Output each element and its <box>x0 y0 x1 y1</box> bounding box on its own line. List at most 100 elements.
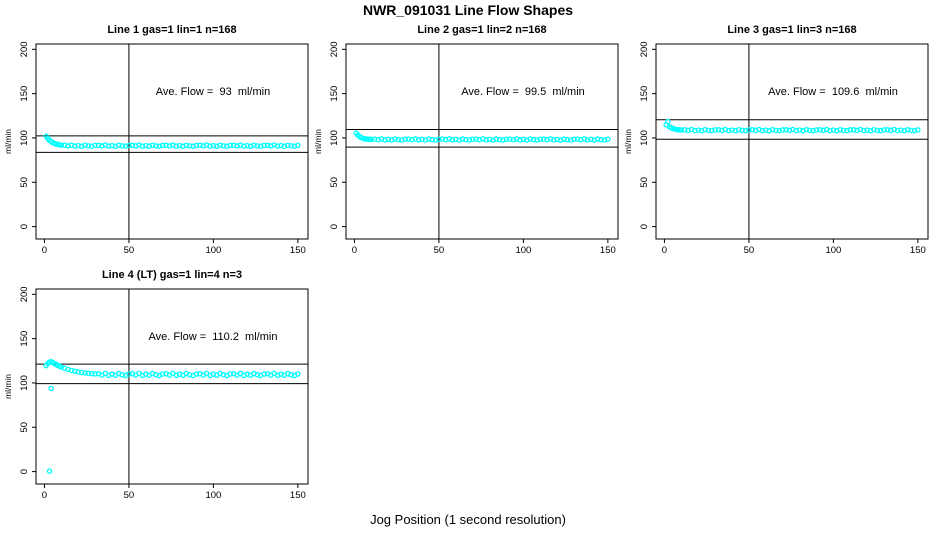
y-tick-label: 50 <box>329 177 340 188</box>
data-point <box>574 136 581 142</box>
data-point <box>702 126 708 133</box>
y-tick-label: 0 <box>19 469 30 474</box>
data-point <box>46 468 53 474</box>
data-point <box>72 368 78 375</box>
data-point <box>759 127 766 134</box>
ave-flow-annotation: Ave. Flow = 99.5 ml/min <box>461 86 585 98</box>
data-point <box>453 136 459 143</box>
data-point <box>466 137 473 143</box>
data-point <box>665 118 671 125</box>
data-point <box>220 143 227 149</box>
x-tick-label: 100 <box>205 245 221 256</box>
data-point <box>810 127 816 134</box>
data-point <box>749 127 756 133</box>
plot-box <box>655 43 929 240</box>
data-point <box>197 142 203 149</box>
data-point <box>368 136 375 143</box>
data-point <box>220 372 227 378</box>
figure-title: NWR_091031 Line Flow Shapes <box>362 2 574 18</box>
data-point <box>75 369 81 375</box>
data-point <box>251 142 257 148</box>
data-point <box>210 142 217 149</box>
data-point <box>554 136 560 143</box>
axes: 0 50 100 150 0 50 100 150 200 ml/min <box>623 41 926 256</box>
data-point <box>736 126 742 133</box>
y-axis-label: ml/min <box>313 129 323 154</box>
data-point <box>254 372 261 378</box>
data-point <box>419 136 425 143</box>
data-point <box>806 127 813 134</box>
data-point <box>75 142 81 149</box>
data-point <box>183 142 190 148</box>
data-point <box>483 137 489 143</box>
data-point <box>911 127 918 134</box>
x-tick-label: 150 <box>290 245 306 256</box>
x-tick-label: 150 <box>600 245 616 256</box>
data-point <box>463 136 469 143</box>
data-point <box>230 142 237 149</box>
data-point <box>830 127 837 133</box>
data-point <box>507 136 513 142</box>
subplot-title: Line 1 gas=1 lin=1 n=168 <box>107 24 237 36</box>
data-point <box>254 143 261 149</box>
data-point <box>692 127 698 134</box>
data-point <box>78 369 85 376</box>
data-point <box>85 143 92 149</box>
data-point <box>894 127 901 134</box>
data-point <box>82 370 88 376</box>
axes: 0 50 100 150 0 50 100 150 200 ml/min <box>3 286 306 501</box>
y-axis-label: ml/min <box>3 129 13 154</box>
data-point <box>116 142 122 148</box>
y-tick-label: 0 <box>329 224 340 229</box>
data-point <box>584 137 591 143</box>
data-point <box>89 143 95 149</box>
data-point <box>783 127 789 133</box>
data-point <box>773 127 779 134</box>
data-point <box>537 136 544 142</box>
data-point <box>72 143 78 149</box>
data-points <box>43 358 301 474</box>
data-point <box>153 143 159 149</box>
data-point <box>139 143 146 149</box>
data-point <box>395 136 402 143</box>
axes: 0 50 100 150 0 50 100 150 200 ml/min <box>3 41 306 256</box>
y-tick-label: 50 <box>19 177 30 188</box>
y-tick-label: 50 <box>639 177 650 188</box>
data-point <box>291 143 298 149</box>
data-point <box>217 142 223 148</box>
data-point <box>827 127 833 134</box>
subplot-line-4-plot: 0 50 100 150 0 50 100 150 200 ml/min <box>3 286 309 501</box>
data-point <box>429 136 435 143</box>
x-tick-label: 0 <box>42 245 47 256</box>
data-point <box>405 136 412 142</box>
data-point <box>725 127 732 134</box>
data-point <box>244 142 250 149</box>
data-point <box>288 143 294 149</box>
data-point <box>163 142 169 149</box>
data-point <box>105 143 112 149</box>
data-point <box>82 142 88 148</box>
data-point <box>844 127 850 134</box>
data-point <box>109 142 115 149</box>
subplot-title: Line 4 (LT) gas=1 lin=4 n=3 <box>101 269 243 281</box>
data-point <box>551 137 557 143</box>
data-point <box>861 127 867 134</box>
data-point <box>915 127 921 133</box>
data-point <box>149 142 156 148</box>
data-point <box>746 127 752 133</box>
data-point <box>594 136 601 142</box>
y-tick-label: 0 <box>19 224 30 229</box>
x-tick-label: 50 <box>744 245 755 256</box>
x-tick-label: 100 <box>825 245 841 256</box>
data-point <box>176 142 183 149</box>
x-tick-label: 100 <box>205 490 221 501</box>
data-point <box>601 137 608 143</box>
data-point <box>715 127 722 133</box>
data-point <box>143 142 149 149</box>
y-tick-label: 200 <box>19 41 30 57</box>
data-point <box>884 127 891 133</box>
data-point <box>295 371 301 377</box>
plot-box <box>35 288 309 485</box>
subplot-cell-line-2: 0 50 100 150 0 50 100 150 200 ml/min Line 2 gas=1… <box>313 20 623 265</box>
